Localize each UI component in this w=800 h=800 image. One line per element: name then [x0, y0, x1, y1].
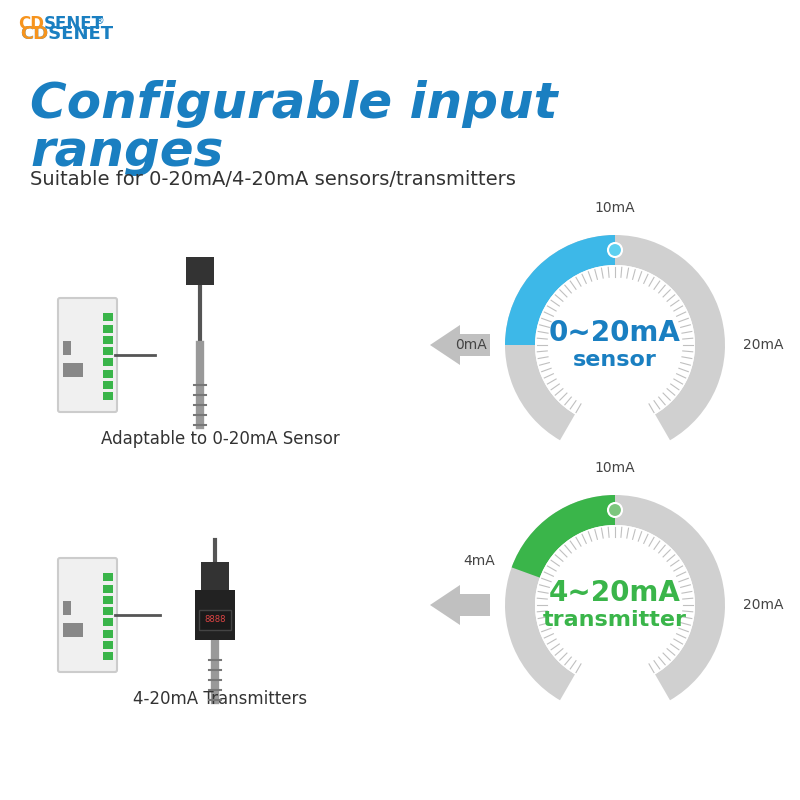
- Text: transmitter: transmitter: [543, 610, 687, 630]
- Text: 20mA: 20mA: [743, 338, 783, 352]
- Text: 0mA: 0mA: [455, 338, 487, 352]
- Text: CDSENET: CDSENET: [20, 25, 113, 43]
- Bar: [103, 336, 113, 344]
- Text: CD: CD: [18, 15, 44, 33]
- Text: 4mA: 4mA: [463, 554, 494, 568]
- Text: 10mA: 10mA: [594, 461, 635, 475]
- Text: CD: CD: [20, 25, 48, 43]
- Circle shape: [535, 265, 695, 425]
- Wedge shape: [505, 235, 725, 440]
- Bar: [103, 358, 113, 366]
- Bar: [103, 381, 113, 389]
- Bar: [63, 623, 83, 637]
- Circle shape: [608, 503, 622, 517]
- Bar: [15, 6, 100, 22]
- Text: Suitable for 0-20mA/4-20mA sensors/transmitters: Suitable for 0-20mA/4-20mA sensors/trans…: [30, 170, 516, 189]
- Bar: [103, 585, 113, 593]
- Bar: [103, 618, 113, 626]
- Wedge shape: [512, 495, 615, 578]
- Text: sensor: sensor: [573, 350, 657, 370]
- Bar: [103, 596, 113, 604]
- Bar: [199, 610, 231, 630]
- FancyArrow shape: [430, 585, 490, 625]
- Bar: [103, 574, 113, 582]
- FancyBboxPatch shape: [58, 298, 117, 412]
- Bar: [201, 562, 229, 590]
- Bar: [103, 607, 113, 615]
- Bar: [103, 325, 113, 333]
- Bar: [195, 590, 235, 640]
- Bar: [103, 370, 113, 378]
- Text: Adaptable to 0-20mA Sensor: Adaptable to 0-20mA Sensor: [101, 430, 339, 448]
- Text: ranges: ranges: [30, 128, 223, 176]
- FancyBboxPatch shape: [58, 558, 117, 672]
- Bar: [103, 641, 113, 649]
- Bar: [63, 601, 71, 615]
- Text: 4~20mA: 4~20mA: [549, 579, 681, 607]
- Bar: [63, 341, 71, 355]
- Bar: [103, 652, 113, 660]
- Bar: [186, 257, 214, 285]
- Text: 8888: 8888: [204, 615, 226, 625]
- Text: SENET: SENET: [44, 15, 104, 33]
- Text: ®: ®: [95, 16, 105, 26]
- Bar: [103, 314, 113, 322]
- Bar: [63, 363, 83, 377]
- Bar: [103, 392, 113, 400]
- Bar: [103, 630, 113, 638]
- Text: 0~20mA: 0~20mA: [549, 319, 681, 347]
- Wedge shape: [505, 495, 725, 700]
- Wedge shape: [505, 235, 615, 345]
- Circle shape: [535, 525, 695, 685]
- Text: 4-20mA Transmitters: 4-20mA Transmitters: [133, 690, 307, 708]
- Circle shape: [608, 243, 622, 257]
- Bar: [103, 347, 113, 355]
- Text: Configurable input: Configurable input: [30, 80, 558, 128]
- FancyArrow shape: [430, 325, 490, 365]
- Text: 20mA: 20mA: [743, 598, 783, 612]
- Text: 10mA: 10mA: [594, 201, 635, 215]
